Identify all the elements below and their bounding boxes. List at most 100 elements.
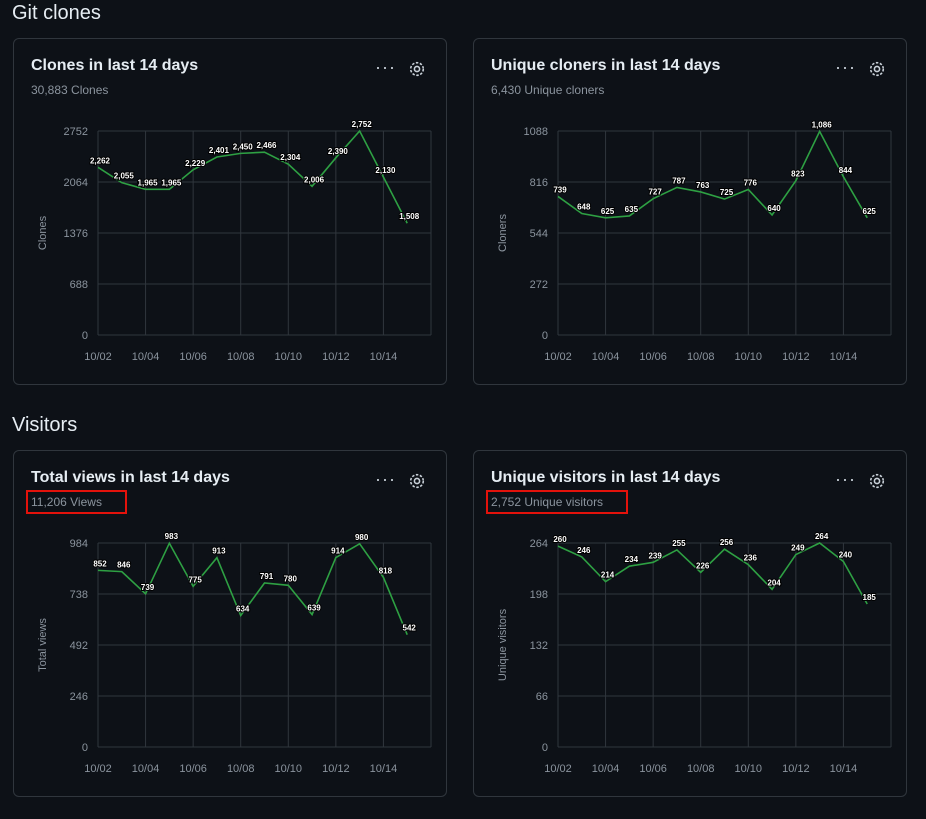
y-tick-label: 1376 bbox=[64, 228, 88, 240]
data-label: 2,401 bbox=[209, 146, 230, 155]
chart-unique-cloners: 0 272 544 816 1088 10/02 10/04 10/06 10/08 10/10 1… bbox=[497, 119, 892, 363]
data-label: 727 bbox=[648, 188, 662, 197]
x-tick-label: 10/04 bbox=[592, 763, 620, 775]
series-line bbox=[97, 541, 408, 635]
x-tick-label: 10/04 bbox=[132, 763, 160, 775]
gear-icon[interactable] bbox=[408, 60, 426, 78]
card-title: Unique cloners in last 14 days bbox=[491, 57, 721, 74]
gear-icon[interactable] bbox=[868, 60, 886, 78]
y-tick-label: 0 bbox=[542, 330, 548, 342]
data-label: 625 bbox=[863, 207, 877, 216]
data-label: 787 bbox=[672, 176, 686, 185]
data-label: 639 bbox=[307, 604, 321, 613]
card-unique-visitors: Unique visitors in last 14 days 2,752 Un… bbox=[473, 450, 907, 797]
card-title: Clones in last 14 days bbox=[31, 57, 199, 74]
data-label: 260 bbox=[553, 535, 567, 544]
y-tick-label: 492 bbox=[70, 640, 88, 652]
data-label: 204 bbox=[767, 578, 781, 587]
data-label: 640 bbox=[767, 204, 781, 213]
x-tick-label: 10/06 bbox=[179, 763, 207, 775]
y-tick-label: 688 bbox=[70, 279, 88, 291]
data-label: 980 bbox=[355, 533, 369, 542]
data-label: 625 bbox=[601, 207, 615, 216]
gear-icon[interactable] bbox=[408, 472, 426, 490]
x-tick-label: 10/14 bbox=[830, 763, 858, 775]
x-tick-label: 10/08 bbox=[227, 763, 255, 775]
x-tick-label: 10/10 bbox=[275, 351, 303, 363]
card-subtitle: 6,430 Unique cloners bbox=[491, 83, 605, 97]
y-axis-label: Clones bbox=[37, 215, 49, 250]
data-label: 1,965 bbox=[138, 178, 159, 187]
data-label: 234 bbox=[625, 555, 639, 564]
more-options-icon[interactable]: ··· bbox=[835, 469, 856, 489]
data-label: 2,229 bbox=[185, 159, 206, 168]
card-subtitle: 2,752 Unique visitors bbox=[485, 490, 629, 514]
y-tick-label: 738 bbox=[70, 589, 88, 601]
card-subtitle: 11,206 Views bbox=[26, 490, 127, 514]
x-tick-label: 10/04 bbox=[592, 351, 620, 363]
x-tick-label: 10/10 bbox=[735, 351, 763, 363]
card-clones: Clones in last 14 days 30,883 Clones ···… bbox=[13, 38, 447, 385]
chart-total-views: 0 246 492 738 984 10/02 10/04 10/06 10/08 10/10 10… bbox=[37, 531, 432, 775]
card-total-views: Total views in last 14 days 11,206 Views… bbox=[13, 450, 447, 797]
x-tick-label: 10/04 bbox=[132, 351, 160, 363]
data-label: 780 bbox=[284, 574, 298, 583]
y-tick-label: 984 bbox=[70, 538, 88, 550]
data-label: 983 bbox=[165, 532, 179, 541]
data-label: 2,390 bbox=[328, 147, 349, 156]
data-label: 776 bbox=[744, 179, 758, 188]
x-tick-label: 10/14 bbox=[370, 763, 398, 775]
x-tick-label: 10/08 bbox=[687, 351, 715, 363]
y-tick-label: 0 bbox=[542, 742, 548, 754]
data-label: 739 bbox=[141, 583, 155, 592]
card-title: Unique visitors in last 14 days bbox=[491, 469, 721, 486]
data-label: 239 bbox=[648, 551, 662, 560]
y-tick-label: 66 bbox=[536, 691, 548, 703]
more-options-icon[interactable]: ··· bbox=[375, 57, 396, 77]
data-label: 2,130 bbox=[375, 166, 396, 175]
y-axis-label: Cloners bbox=[497, 214, 509, 252]
data-label: 2,304 bbox=[280, 153, 301, 162]
data-label: 846 bbox=[117, 561, 131, 570]
data-label: 914 bbox=[331, 547, 345, 556]
x-tick-label: 10/06 bbox=[639, 351, 667, 363]
data-label: 844 bbox=[839, 166, 853, 175]
card-title: Total views in last 14 days bbox=[31, 469, 230, 486]
data-label: 791 bbox=[260, 572, 274, 581]
data-label: 2,466 bbox=[256, 141, 277, 150]
data-label: 635 bbox=[625, 205, 639, 214]
more-options-icon[interactable]: ··· bbox=[835, 57, 856, 77]
x-tick-label: 10/08 bbox=[227, 351, 255, 363]
data-label: 255 bbox=[672, 539, 686, 548]
x-tick-label: 10/12 bbox=[782, 763, 810, 775]
data-label: 1,965 bbox=[161, 178, 182, 187]
y-tick-label: 0 bbox=[82, 330, 88, 342]
y-tick-label: 544 bbox=[530, 228, 548, 240]
data-label: 739 bbox=[553, 185, 567, 194]
gear-icon[interactable] bbox=[868, 472, 886, 490]
data-label: 2,752 bbox=[352, 120, 373, 129]
data-label: 214 bbox=[601, 571, 615, 580]
chart-unique-visitors: 0 66 132 198 264 10/02 10/04 10/06 10/08 10/10 10/… bbox=[497, 531, 892, 775]
x-tick-label: 10/14 bbox=[370, 351, 398, 363]
more-options-icon[interactable]: ··· bbox=[375, 469, 396, 489]
data-label: 823 bbox=[791, 170, 805, 179]
data-label: 542 bbox=[403, 624, 417, 633]
y-tick-label: 272 bbox=[530, 279, 548, 291]
series-line bbox=[557, 542, 868, 605]
y-tick-label: 0 bbox=[82, 742, 88, 754]
x-tick-label: 10/02 bbox=[84, 763, 112, 775]
y-tick-label: 1088 bbox=[524, 126, 548, 138]
data-label: 264 bbox=[815, 532, 829, 541]
data-label: 256 bbox=[720, 538, 734, 547]
card-subtitle: 30,883 Clones bbox=[31, 83, 109, 97]
y-tick-label: 132 bbox=[530, 640, 548, 652]
card-unique-cloners: Unique cloners in last 14 days 6,430 Uni… bbox=[473, 38, 907, 385]
x-tick-label: 10/14 bbox=[830, 351, 858, 363]
y-tick-label: 198 bbox=[530, 589, 548, 601]
data-label: 725 bbox=[720, 188, 734, 197]
x-tick-label: 10/02 bbox=[544, 763, 572, 775]
x-tick-label: 10/08 bbox=[687, 763, 715, 775]
series-line bbox=[97, 129, 408, 224]
data-label: 1,508 bbox=[399, 212, 420, 221]
